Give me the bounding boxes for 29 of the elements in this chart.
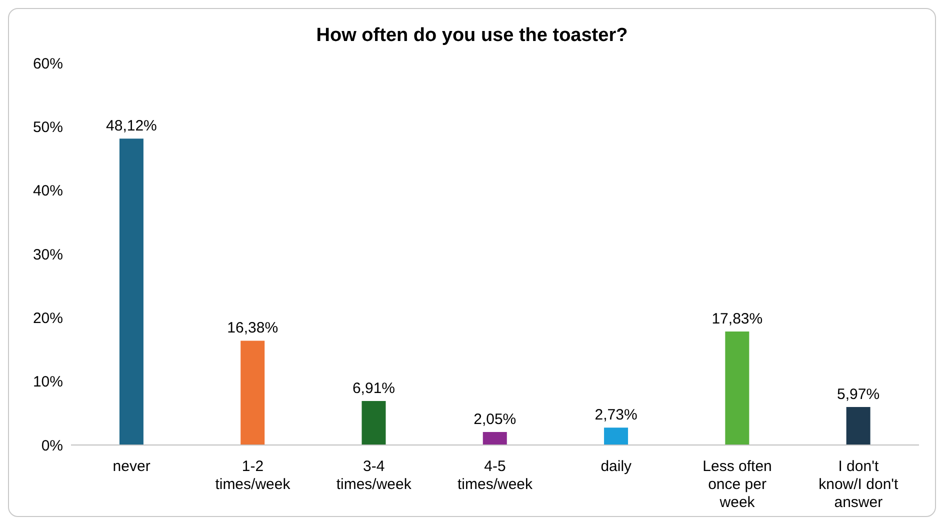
data-label: 2,05%: [474, 410, 516, 428]
data-label: 6,91%: [352, 380, 396, 398]
x-tick-label: 4-5 times/week: [457, 458, 534, 493]
y-tick-label: 40%: [32, 182, 63, 200]
bar: [604, 428, 628, 445]
y-tick-label: 30%: [32, 246, 63, 264]
chart-title: How often do you use the toaster?: [315, 24, 629, 48]
x-tick-label: I don't know/I don't answer: [818, 458, 900, 511]
y-tick-label: 20%: [32, 310, 63, 327]
y-tick-label: 0%: [41, 437, 63, 454]
bar: [725, 331, 750, 445]
data-label: 2,73%: [594, 406, 638, 424]
bar: [119, 138, 144, 445]
bar: [846, 406, 870, 445]
y-tick-label: 60%: [32, 55, 63, 72]
data-label: 48,12%: [106, 118, 157, 135]
bar: [482, 432, 507, 445]
x-tick-label: daily: [600, 458, 632, 475]
x-tick-label: 3-4 times/week: [336, 458, 412, 493]
y-tick-label: 10%: [32, 374, 63, 391]
data-label: 5,97%: [837, 386, 880, 403]
x-tick-label: 1-2 times/week: [215, 458, 291, 493]
bar: [362, 401, 386, 445]
x-tick-label: never: [112, 458, 150, 475]
data-label: 16,38%: [227, 320, 278, 337]
bar: [240, 340, 265, 445]
data-label: 17,83%: [712, 310, 763, 328]
x-tick-label: Less often once per week: [702, 458, 772, 511]
y-tick-label: 50%: [32, 118, 63, 136]
